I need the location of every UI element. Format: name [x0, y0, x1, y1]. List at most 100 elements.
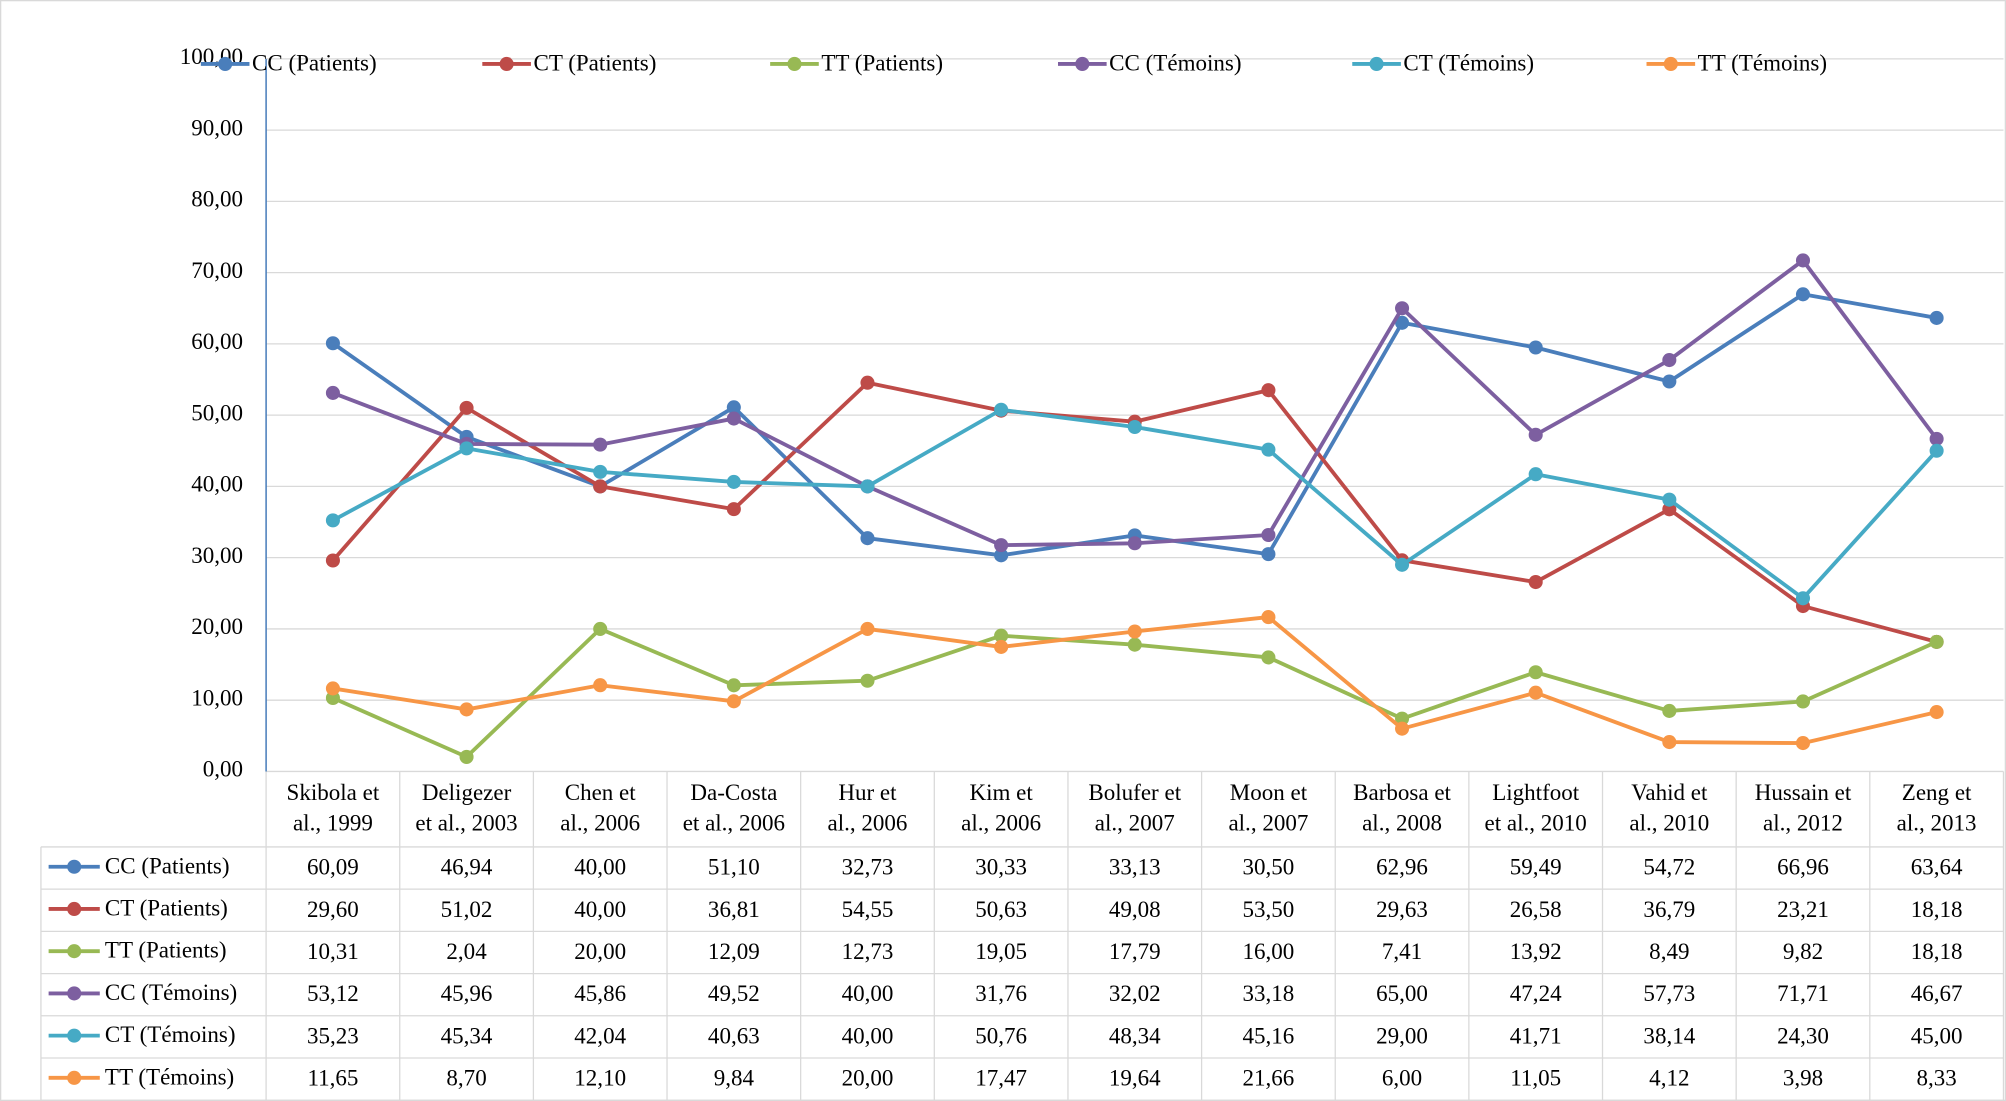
table-cell: 45,96: [441, 980, 493, 1006]
series-point: [1929, 705, 1944, 720]
table-cell: 29,60: [307, 896, 359, 922]
series-point: [1795, 253, 1811, 268]
table-cell: 2,04: [446, 938, 487, 964]
legend-label: CT (Témoins): [1403, 50, 1534, 76]
table-cell: 24,30: [1777, 1022, 1829, 1048]
legend-swatch: [499, 56, 514, 72]
table-swatch: [67, 986, 82, 1001]
series-point: [459, 441, 474, 456]
series-point: [860, 621, 875, 636]
x-tick-label: al., 2010: [1629, 809, 1709, 835]
legend-swatch: [1075, 56, 1090, 72]
x-tick-label: al., 1999: [293, 809, 373, 835]
table-cell: 40,00: [574, 854, 626, 880]
table-cell: 40,00: [842, 1022, 894, 1048]
table-cell: 29,00: [1376, 1022, 1428, 1048]
table-cell: 49,08: [1109, 896, 1161, 922]
table-cell: 50,63: [975, 896, 1027, 922]
x-tick-label: Hussain et: [1755, 779, 1852, 805]
table-cell: 40,00: [574, 896, 626, 922]
table-cell: 30,33: [975, 854, 1027, 880]
table-cell: 12,10: [574, 1065, 626, 1091]
series-point: [860, 673, 875, 688]
series-point: [1795, 694, 1811, 709]
series-point: [1929, 634, 1944, 649]
series-point: [1261, 650, 1276, 665]
table-cell: 46,94: [441, 854, 493, 880]
series-point: [1662, 703, 1677, 718]
table-cell: 45,16: [1243, 1022, 1295, 1048]
table-cell: 18,18: [1911, 896, 1963, 922]
table-cell: 23,21: [1777, 896, 1829, 922]
table-cell: 71,71: [1777, 980, 1829, 1006]
table-row-label: CT (Patients): [105, 895, 228, 921]
y-tick-label: 40,00: [191, 471, 243, 497]
series-point: [1528, 665, 1543, 680]
x-tick-label: Vahid et: [1631, 779, 1708, 805]
series-point: [1395, 721, 1410, 736]
y-tick-label: 60,00: [191, 328, 243, 354]
table-cell: 36,81: [708, 896, 760, 922]
series-point: [726, 411, 741, 426]
table-cell: 53,50: [1243, 896, 1295, 922]
table-cell: 51,02: [441, 896, 493, 922]
table-cell: 20,00: [574, 938, 626, 964]
series-point: [1127, 637, 1142, 652]
x-tick-label: Hur et: [838, 779, 897, 805]
series-point: [1127, 419, 1142, 435]
series-point: [459, 400, 474, 415]
table-cell: 11,65: [307, 1065, 358, 1091]
legend-swatch: [787, 56, 802, 72]
series-point: [994, 548, 1009, 563]
series-point: [1795, 736, 1811, 751]
legend-label: CC (Patients): [252, 50, 377, 76]
table-swatch: [67, 1028, 82, 1043]
series-point: [1662, 374, 1677, 389]
table-cell: 48,34: [1109, 1022, 1161, 1048]
series-point: [325, 513, 340, 528]
table-cell: 29,63: [1376, 896, 1428, 922]
table-cell: 63,64: [1911, 854, 1963, 880]
series-point: [1395, 711, 1410, 726]
x-tick-label: al., 2008: [1362, 809, 1442, 835]
table-cell: 31,76: [975, 980, 1027, 1006]
table-cell: 17,47: [975, 1065, 1027, 1091]
table-cell: 18,18: [1911, 938, 1963, 964]
x-tick-label: Chen et: [565, 779, 637, 805]
table-cell: 13,92: [1510, 938, 1562, 964]
table-cell: 45,86: [574, 980, 626, 1006]
table-cell: 51,10: [708, 854, 760, 880]
series-point: [593, 621, 608, 636]
series-point: [1261, 383, 1276, 398]
table-cell: 49,52: [708, 980, 760, 1006]
x-tick-label: Moon et: [1230, 779, 1308, 805]
series-point: [1395, 315, 1410, 330]
table-cell: 12,73: [842, 938, 894, 964]
table-cell: 3,98: [1783, 1065, 1823, 1091]
series-point: [459, 749, 474, 764]
table-cell: 32,02: [1109, 980, 1161, 1006]
table-row-label: CC (Témoins): [105, 979, 237, 1005]
table-cell: 8,33: [1916, 1065, 1956, 1091]
series-point: [1662, 492, 1677, 507]
table-cell: 33,13: [1109, 854, 1161, 880]
y-tick-label: 80,00: [191, 186, 243, 212]
table-cell: 53,12: [307, 980, 359, 1006]
table-row-label: TT (Témoins): [105, 1063, 234, 1089]
series-point: [994, 538, 1009, 553]
table-cell: 30,50: [1243, 854, 1295, 880]
series-point: [325, 385, 340, 400]
table-cell: 33,18: [1243, 980, 1295, 1006]
table-swatch: [67, 944, 82, 959]
series-point: [860, 531, 875, 546]
table-row-label: CT (Témoins): [105, 1021, 236, 1047]
table-row-label: CC (Patients): [105, 852, 230, 878]
table-cell: 45,00: [1911, 1022, 1963, 1048]
series-point: [1795, 287, 1811, 302]
table-cell: 9,84: [714, 1065, 755, 1091]
series-point: [325, 681, 340, 696]
table-cell: 46,67: [1911, 980, 1963, 1006]
table-cell: 57,73: [1643, 980, 1695, 1006]
x-tick-label: Skibola et: [287, 779, 380, 805]
table-cell: 17,79: [1109, 938, 1161, 964]
